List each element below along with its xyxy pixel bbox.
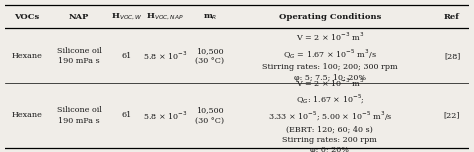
Text: 5.8 × 10$^{-3}$: 5.8 × 10$^{-3}$ (143, 109, 187, 122)
Text: NAP: NAP (69, 13, 89, 21)
Text: [28]: [28] (444, 52, 460, 60)
Text: 10,500
(30 °C): 10,500 (30 °C) (195, 106, 225, 125)
Text: V = 2 × 10$^{-3}$ m$^{3}$
Q$_{G}$: 1.67 × 10$^{-5}$;
3.33 × 10$^{-5}$; 5.00 × 10: V = 2 × 10$^{-3}$ m$^{3}$ Q$_{G}$: 1.67 … (268, 76, 392, 152)
Text: 10,500
(30 °C): 10,500 (30 °C) (195, 47, 225, 65)
Text: Operating Conditions: Operating Conditions (279, 13, 381, 21)
Text: [22]: [22] (444, 111, 460, 119)
Text: Hexane: Hexane (11, 52, 43, 60)
Text: m$_{R}$: m$_{R}$ (203, 12, 217, 22)
Text: V = 2 × 10$^{-3}$ m$^{3}$
Q$_{G}$ = 1.67 × 10$^{-5}$ m$^{3}$/s
Stirring rates: 1: V = 2 × 10$^{-3}$ m$^{3}$ Q$_{G}$ = 1.67… (262, 30, 398, 81)
Text: 5.8 × 10$^{-3}$: 5.8 × 10$^{-3}$ (143, 50, 187, 62)
Text: Ref: Ref (444, 13, 460, 21)
Text: Silicone oil
190 mPa s: Silicone oil 190 mPa s (56, 106, 101, 125)
Text: H$_{VOC,W}$: H$_{VOC,W}$ (111, 12, 143, 22)
Text: 61: 61 (122, 111, 132, 119)
Text: VOCs: VOCs (14, 13, 40, 21)
Text: Silicone oil
190 mPa s: Silicone oil 190 mPa s (56, 47, 101, 65)
Text: 61: 61 (122, 52, 132, 60)
Text: Hexane: Hexane (11, 111, 43, 119)
Text: H$_{VOC,NAP}$: H$_{VOC,NAP}$ (146, 12, 184, 22)
